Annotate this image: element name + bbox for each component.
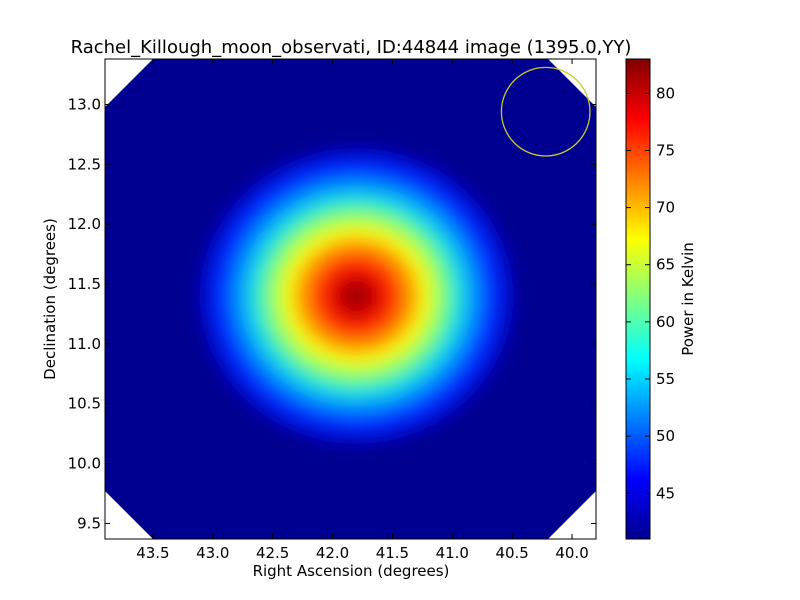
x-tick-label: 42.0 [316,544,349,562]
colorbar-tick-label: 45 [656,484,675,502]
corner-bottom-left [105,491,153,539]
masked-corners [105,59,596,539]
x-tick-label: 40.5 [495,544,528,562]
y-tick-label: 10.5 [68,395,101,413]
y-tick-label: 11.0 [68,335,101,353]
colorbar-ticks: 45 50 55 60 65 70 75 80 [626,84,675,502]
corner-bottom-right [548,491,596,539]
colorbar-tick-label: 70 [656,199,675,217]
y-axis-label: Declination (degrees) [41,218,59,380]
beam-circle [500,66,591,157]
colorbar-label: Power in Kelvin [679,242,697,356]
colorbar-tick-label: 55 [656,370,675,388]
y-tick-label: 12.5 [68,155,101,173]
y-tick-label: 12.0 [68,215,101,233]
heatmap-source [186,136,527,457]
plot-frame [104,58,597,540]
corner-top-left [105,59,153,107]
y-tick-label: 11.5 [68,275,101,293]
plot-area [105,59,596,539]
colorbar-tick-label: 65 [656,256,675,274]
y-tick-label: 13.0 [68,95,101,113]
corner-top-right [548,59,596,107]
colorbar-tick-label: 75 [656,141,675,159]
source-blob [186,136,527,457]
x-tick-label: 41.5 [376,544,409,562]
colorbar [625,58,651,540]
colorbar-tick-label: 80 [656,84,675,102]
y-axis-ticks: 9.5 10.0 10.5 11.0 11.5 12.0 12.5 13.0 [68,95,596,532]
x-axis-ticks: 43.5 43.0 42.5 42.0 41.5 41.0 40.5 40.0 [136,59,589,562]
x-tick-label: 42.5 [256,544,289,562]
x-axis-label: Right Ascension (degrees) [253,562,450,580]
chart-title: Rachel_Killough_moon_observati, ID:44844… [71,37,632,58]
colorbar-tick-label: 50 [656,427,675,445]
y-tick-label: 10.0 [68,455,101,473]
y-tick-label: 9.5 [77,514,101,532]
colorbar-tick-label: 60 [656,313,675,331]
x-tick-label: 43.5 [136,544,169,562]
x-tick-label: 40.0 [555,544,588,562]
x-tick-label: 43.0 [196,544,229,562]
x-tick-label: 41.0 [436,544,469,562]
